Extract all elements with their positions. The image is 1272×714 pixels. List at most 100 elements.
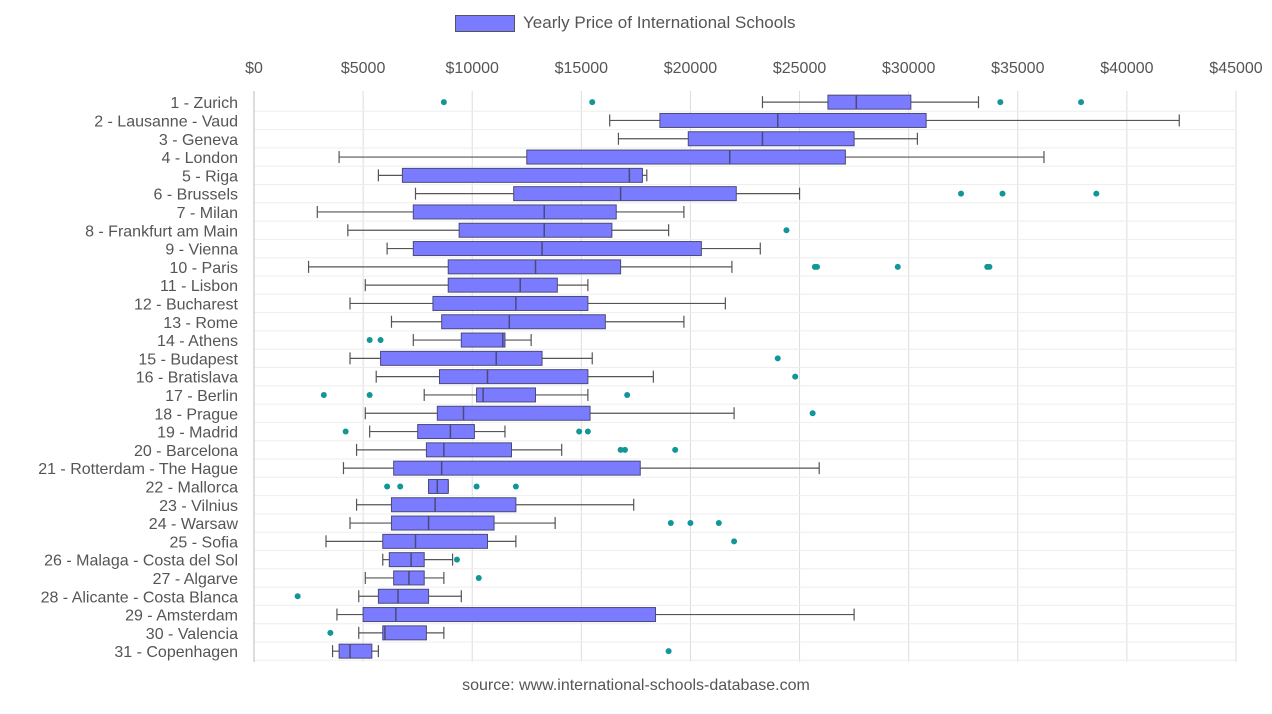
x-tick-label: $35000	[991, 60, 1044, 77]
outlier-point	[621, 446, 628, 453]
outlier-point	[986, 263, 993, 270]
box	[687, 131, 855, 147]
box	[436, 405, 591, 421]
x-tick-label: $0	[245, 60, 263, 77]
x-tick-label: $40000	[1100, 60, 1153, 77]
outlier-point	[475, 574, 482, 581]
outlier-point	[384, 483, 391, 490]
outlier-point	[453, 556, 460, 563]
category-label: 6 - Brussels	[154, 187, 238, 204]
box	[659, 112, 927, 128]
category-label: 23 - Vilnius	[159, 498, 238, 515]
outlier-point	[366, 391, 373, 398]
category-label: 4 - London	[161, 150, 238, 167]
box	[441, 314, 606, 330]
category-label: 22 - Mallorca	[146, 479, 239, 496]
legend[interactable]: Yearly Price of International Schools	[455, 13, 795, 33]
outlier-point	[320, 391, 327, 398]
category-label: 25 - Sofia	[170, 534, 239, 551]
box	[382, 533, 488, 549]
x-tick-label: $30000	[882, 60, 935, 77]
category-label: 19 - Madrid	[157, 425, 238, 442]
x-tick-label: $45000	[1209, 60, 1262, 77]
outlier-point	[397, 483, 404, 490]
outlier-point	[672, 446, 679, 453]
outlier-point	[327, 629, 334, 636]
outlier-point	[814, 263, 821, 270]
outlier-point	[440, 99, 447, 106]
box	[447, 259, 622, 275]
outlier-point	[584, 428, 591, 435]
x-tick-label: $25000	[773, 60, 826, 77]
outlier-point	[783, 227, 790, 234]
outlier-point	[997, 99, 1004, 106]
x-tick-label: $20000	[664, 60, 717, 77]
box	[425, 442, 513, 458]
category-label: 14 - Athens	[157, 333, 238, 350]
box	[380, 350, 543, 366]
category-label: 8 - Frankfurt am Main	[85, 223, 238, 240]
box	[382, 625, 427, 641]
outlier-point	[377, 337, 384, 344]
outlier-point	[958, 190, 965, 197]
outlier-point	[1093, 190, 1100, 197]
outlier-point	[894, 263, 901, 270]
outlier-point	[624, 391, 631, 398]
category-label: 3 - Geneva	[159, 132, 238, 149]
outlier-point	[294, 593, 301, 600]
x-tick-label: $5000	[341, 60, 386, 77]
outlier-point	[667, 520, 674, 527]
box	[401, 167, 643, 183]
category-label: 29 - Amsterdam	[125, 608, 238, 625]
category-label: 17 - Berlin	[165, 388, 238, 405]
outlier-point	[512, 483, 519, 490]
category-label: 5 - Riga	[182, 168, 238, 185]
box	[393, 460, 641, 476]
box	[417, 424, 475, 440]
box	[432, 295, 589, 311]
category-label: 30 - Valencia	[146, 626, 238, 643]
box	[476, 387, 537, 403]
box	[338, 643, 373, 659]
outlier-point	[999, 190, 1006, 197]
category-label: 26 - Malaga - Costa del Sol	[44, 553, 238, 570]
box	[390, 515, 495, 531]
outlier-point	[1078, 99, 1085, 106]
box	[428, 478, 449, 494]
category-label: 18 - Prague	[154, 406, 238, 423]
box	[460, 332, 506, 348]
x-tick-label: $10000	[446, 60, 499, 77]
box	[526, 149, 846, 165]
box	[390, 497, 517, 513]
category-label: 7 - Milan	[177, 205, 238, 222]
outlier-point	[576, 428, 583, 435]
box	[412, 241, 702, 257]
outlier-point	[366, 337, 373, 344]
category-label: 31 - Copenhagen	[114, 644, 238, 661]
box	[447, 277, 558, 293]
legend-label: Yearly Price of International Schools	[523, 13, 796, 32]
category-label: 2 - Lausanne - Vaud	[94, 113, 238, 130]
category-label: 1 - Zurich	[170, 95, 238, 112]
box	[827, 94, 912, 110]
category-label: 21 - Rotterdam - The Hague	[38, 461, 238, 478]
outlier-point	[473, 483, 480, 490]
outlier-point	[687, 520, 694, 527]
box	[362, 607, 657, 623]
outlier-point	[715, 520, 722, 527]
box	[412, 204, 617, 220]
outlier-point	[665, 648, 672, 655]
box	[458, 222, 613, 238]
box	[513, 186, 737, 202]
category-label: 9 - Vienna	[165, 242, 238, 259]
outlier-point	[617, 446, 624, 453]
outlier-point	[774, 355, 781, 362]
category-label: 15 - Budapest	[138, 351, 238, 368]
category-label: 12 - Bucharest	[134, 296, 239, 313]
category-label: 28 - Alicante - Costa Blanca	[41, 589, 239, 606]
source-note: source: www.international-schools-databa…	[462, 677, 810, 694]
category-label: 11 - Lisbon	[160, 278, 238, 295]
category-label: 16 - Bratislava	[136, 370, 238, 387]
outlier-point	[809, 410, 816, 417]
